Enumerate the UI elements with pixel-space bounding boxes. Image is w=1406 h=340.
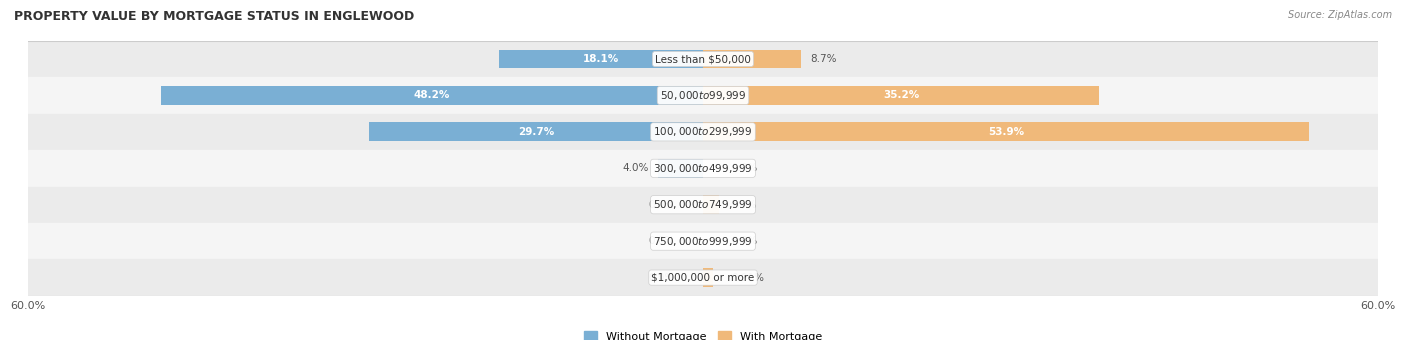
Text: 53.9%: 53.9% bbox=[988, 127, 1024, 137]
Bar bbox=[28, 41, 1378, 77]
Bar bbox=[160, 86, 703, 105]
Bar bbox=[28, 77, 1378, 114]
Bar bbox=[28, 223, 1378, 259]
Bar bbox=[703, 122, 1309, 141]
Bar bbox=[28, 150, 1378, 187]
Bar bbox=[703, 86, 1099, 105]
Text: $1,000,000 or more: $1,000,000 or more bbox=[651, 273, 755, 283]
Text: 0.0%: 0.0% bbox=[648, 200, 675, 210]
Text: 0.0%: 0.0% bbox=[731, 236, 758, 246]
Bar bbox=[703, 50, 801, 68]
Text: Source: ZipAtlas.com: Source: ZipAtlas.com bbox=[1288, 10, 1392, 20]
Bar bbox=[28, 114, 1378, 150]
Text: $750,000 to $999,999: $750,000 to $999,999 bbox=[654, 235, 752, 248]
Bar bbox=[658, 159, 703, 178]
Text: 0.0%: 0.0% bbox=[648, 273, 675, 283]
Text: $500,000 to $749,999: $500,000 to $749,999 bbox=[654, 198, 752, 211]
Bar bbox=[703, 195, 718, 214]
Text: 0.91%: 0.91% bbox=[731, 273, 763, 283]
Bar bbox=[28, 259, 1378, 296]
Legend: Without Mortgage, With Mortgage: Without Mortgage, With Mortgage bbox=[579, 327, 827, 340]
Text: 8.7%: 8.7% bbox=[810, 54, 837, 64]
Text: 4.0%: 4.0% bbox=[623, 163, 650, 173]
Text: $50,000 to $99,999: $50,000 to $99,999 bbox=[659, 89, 747, 102]
Bar bbox=[28, 187, 1378, 223]
Text: PROPERTY VALUE BY MORTGAGE STATUS IN ENGLEWOOD: PROPERTY VALUE BY MORTGAGE STATUS IN ENG… bbox=[14, 10, 415, 23]
Text: $100,000 to $299,999: $100,000 to $299,999 bbox=[654, 125, 752, 138]
Text: 1.4%: 1.4% bbox=[731, 200, 758, 210]
Text: 35.2%: 35.2% bbox=[883, 90, 920, 100]
Text: 0.0%: 0.0% bbox=[648, 236, 675, 246]
Text: 48.2%: 48.2% bbox=[413, 90, 450, 100]
Bar bbox=[703, 268, 713, 287]
Text: 29.7%: 29.7% bbox=[517, 127, 554, 137]
Text: 18.1%: 18.1% bbox=[583, 54, 619, 64]
Text: $300,000 to $499,999: $300,000 to $499,999 bbox=[654, 162, 752, 175]
Bar bbox=[499, 50, 703, 68]
Text: 0.0%: 0.0% bbox=[731, 163, 758, 173]
Bar bbox=[368, 122, 703, 141]
Text: Less than $50,000: Less than $50,000 bbox=[655, 54, 751, 64]
